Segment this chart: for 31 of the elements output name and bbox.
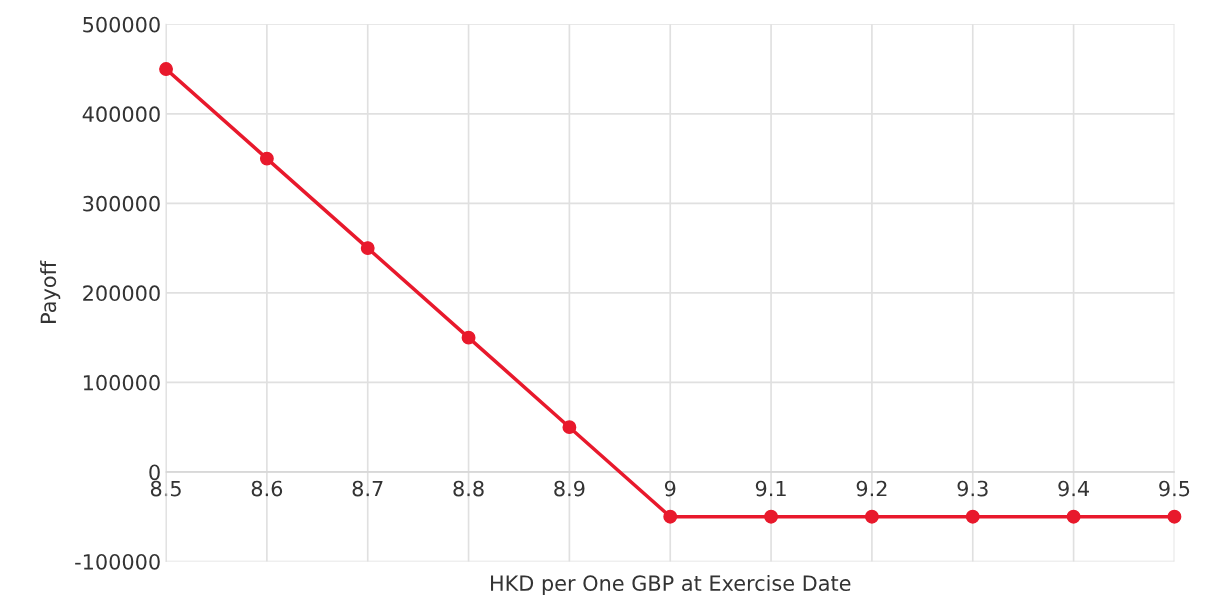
x-tick-label: 8.8 [453,480,484,497]
point [360,241,375,256]
x-tick-label: 8.5 [150,480,181,497]
x-tick-label: 9.1 [755,480,786,497]
x-axis-title: HKD per One GBP at Exercise Date [491,574,851,596]
x-tick-label: 9.2 [856,480,887,497]
point [663,509,678,524]
x-tick-label: 9.4 [1058,480,1089,497]
point [259,151,274,166]
point [562,420,577,435]
x-tick-label: 8.9 [554,480,585,497]
y-tick-label: 300000 [83,195,160,212]
y-tick-label: 400000 [82,106,160,123]
y-tick-label: 0 [149,464,160,481]
x-tick-label: 8.7 [352,480,383,497]
point [1167,509,1182,524]
x-tick-label: 9.5 [1159,480,1190,497]
y-tick-label: 200000 [83,285,160,302]
point [461,330,476,345]
x-tick-label: 8.6 [251,480,283,497]
point [864,509,879,524]
x-tick-label: 9 [664,480,676,497]
y-tick-label: -100000 [75,553,160,570]
y-axis-title: Payoff [40,260,61,323]
y-tick-label: 100000 [83,374,160,391]
y-tick-label: 500000 [83,16,160,33]
point [764,509,779,524]
point [159,62,173,76]
point [1066,509,1081,524]
point [965,509,980,524]
x-tick-label: 9.3 [957,480,988,497]
